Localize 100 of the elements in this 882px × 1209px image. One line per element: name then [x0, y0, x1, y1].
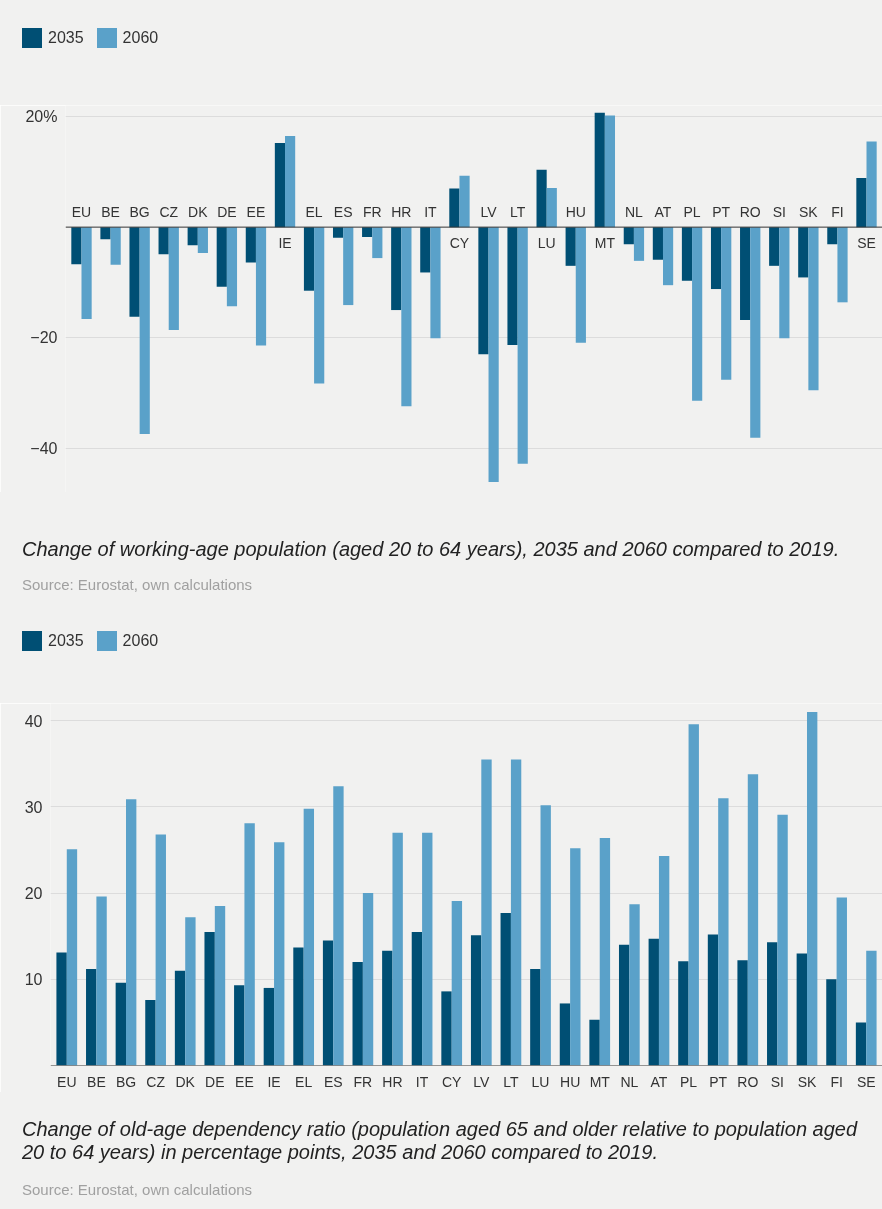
bar: [594, 112, 605, 228]
x-tick-label: EL: [305, 204, 323, 221]
x-tick-label: MT: [594, 235, 616, 252]
legend-label: 2035: [48, 631, 84, 651]
x-tick-label: HU: [560, 1073, 581, 1090]
source-note: Source: Eurostat, own calculations: [21, 575, 253, 594]
bar: [710, 227, 722, 290]
x-tick-label: EE: [246, 204, 266, 221]
bar: [332, 227, 344, 238]
bar: [481, 759, 492, 1066]
bar: [185, 917, 196, 1066]
y-tick-label: 20: [24, 885, 43, 903]
bar: [401, 227, 412, 407]
bar: [500, 912, 511, 1066]
x-tick-label: EE: [235, 1073, 254, 1090]
y-tick-label: −40: [30, 439, 58, 457]
bar: [737, 960, 748, 1066]
x-tick-label: CZ: [146, 1073, 166, 1090]
x-tick-label: SE: [857, 235, 876, 252]
bar: [478, 227, 489, 355]
x-tick-label: FI: [830, 1073, 843, 1090]
bar: [798, 227, 809, 278]
y-tick-label: 40: [24, 712, 43, 730]
bar: [604, 115, 616, 228]
x-tick-label: EL: [295, 1073, 313, 1090]
x-tick-label: LT: [509, 204, 526, 221]
bar: [263, 987, 275, 1066]
x-tick-label: NL: [624, 204, 644, 221]
bar: [692, 227, 703, 401]
y-tick-label: 10: [24, 971, 43, 989]
bar: [168, 227, 179, 330]
bar: [155, 834, 166, 1066]
source-note: Source: Eurostat, own calculations: [21, 1180, 253, 1199]
x-tick-label: LT: [503, 1073, 520, 1090]
x-tick-label: IT: [424, 204, 438, 221]
x-tick-label: PT: [712, 204, 731, 221]
bar: [197, 227, 208, 254]
bar: [559, 1003, 571, 1066]
bar: [459, 175, 470, 228]
x-tick-label: NL: [620, 1073, 639, 1090]
bar: [855, 1022, 867, 1066]
bar: [96, 896, 107, 1066]
bar: [618, 944, 630, 1066]
bar: [244, 823, 255, 1066]
bar: [234, 985, 245, 1066]
bar: [807, 712, 818, 1066]
bar: [652, 227, 663, 260]
bar: [145, 1000, 156, 1066]
bar: [575, 227, 586, 343]
bar: [187, 227, 198, 246]
bar: [81, 227, 92, 319]
bar: [372, 227, 383, 259]
y-tick-label: 30: [24, 798, 43, 816]
x-tick-label: BG: [115, 1073, 137, 1090]
bar: [420, 227, 431, 273]
bar: [530, 968, 541, 1066]
bar: [226, 227, 238, 307]
bar: [343, 227, 354, 306]
bar: [633, 227, 645, 261]
bar: [86, 968, 97, 1066]
x-tick-label: PL: [683, 204, 701, 221]
legend-label: 2060: [122, 631, 159, 651]
bar: [274, 842, 285, 1066]
bar: [623, 227, 634, 245]
bar: [681, 227, 693, 281]
bar: [688, 724, 699, 1066]
bar: [767, 942, 778, 1066]
bar: [392, 832, 403, 1066]
x-tick-label: FR: [362, 204, 382, 221]
bar: [214, 906, 226, 1066]
bar: [303, 808, 315, 1066]
bar: [129, 227, 140, 317]
bar: [837, 227, 848, 303]
x-tick-label: EU: [57, 1073, 77, 1090]
x-tick-label: IE: [278, 235, 292, 252]
bar: [536, 169, 547, 228]
x-tick-label: ES: [333, 204, 353, 221]
bar: [740, 227, 751, 321]
x-tick-label: BE: [101, 204, 120, 221]
bar: [411, 931, 423, 1066]
bar: [707, 934, 719, 1066]
x-tick-label: AT: [650, 1073, 668, 1090]
x-tick-label: DE: [205, 1073, 225, 1090]
x-tick-label: HU: [565, 204, 586, 221]
bar: [333, 786, 344, 1066]
legend-label: 2060: [122, 28, 159, 48]
x-tick-label: EU: [71, 204, 92, 221]
bar: [779, 227, 790, 339]
x-tick-label: SK: [797, 1073, 817, 1090]
bar: [678, 961, 689, 1066]
y-tick-label: 20%: [25, 108, 58, 126]
x-tick-label: MT: [589, 1073, 611, 1090]
bar: [796, 953, 807, 1066]
bar: [488, 227, 499, 482]
bar: [441, 991, 452, 1066]
x-tick-label: LU: [537, 235, 556, 252]
bar: [721, 227, 732, 380]
bar: [866, 141, 877, 228]
x-tick-label: LV: [473, 1073, 491, 1090]
x-tick-label: IE: [267, 1073, 281, 1090]
